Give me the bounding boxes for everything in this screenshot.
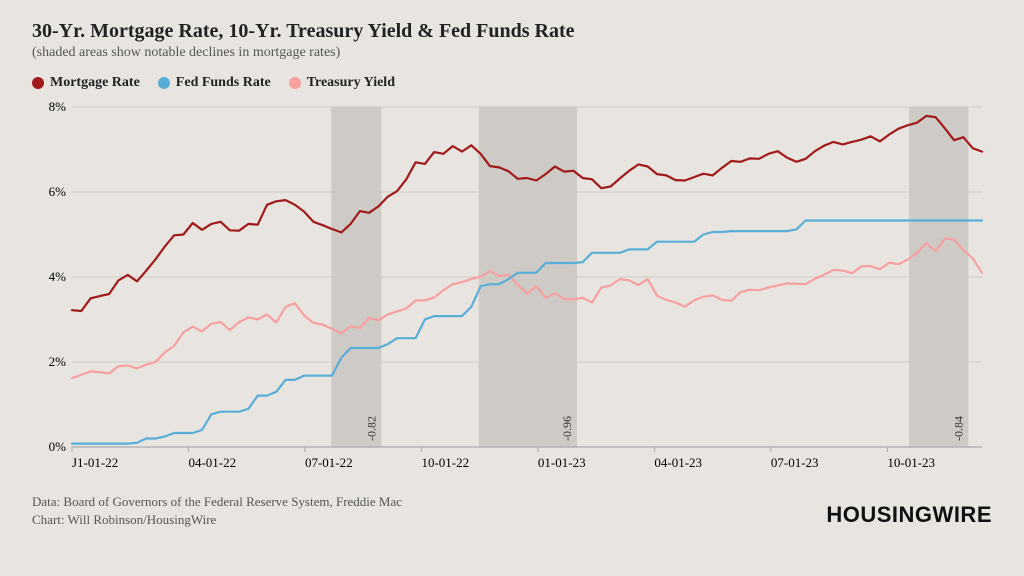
chart-svg: 0% 2% 4% 6% 8% J1-01-22 04-01-22 07-01-22 10-01-…: [32, 97, 992, 487]
brand-logo: HOUSINGWIRE: [826, 502, 992, 528]
x-tick-label: 04-01-22: [188, 455, 236, 470]
y-tick-label: 4%: [49, 269, 67, 284]
x-tick-label: 10-01-22: [421, 455, 469, 470]
y-tick-label: 8%: [49, 99, 67, 114]
shaded-label: -0.84: [951, 416, 965, 441]
legend: Mortgage Rate Fed Funds Rate Treasury Yi…: [32, 75, 992, 91]
legend-dot-mortgage: [32, 77, 44, 89]
y-tick-label: 2%: [49, 354, 67, 369]
shaded-label: -0.96: [560, 416, 574, 441]
data-source: Data: Board of Governors of the Federal …: [32, 493, 402, 511]
x-tick-label: 01-01-23: [538, 455, 586, 470]
shaded-label: -0.82: [364, 416, 378, 441]
legend-item-fedfunds: Fed Funds Rate: [158, 75, 271, 91]
x-tick-label: 07-01-23: [771, 455, 819, 470]
legend-item-mortgage: Mortgage Rate: [32, 75, 140, 91]
x-tick-label: 10-01-23: [887, 455, 935, 470]
chart-credit: Chart: Will Robinson/HousingWire: [32, 511, 402, 529]
legend-label-treasury: Treasury Yield: [307, 75, 395, 91]
legend-item-treasury: Treasury Yield: [289, 75, 395, 91]
y-tick-label: 0%: [49, 439, 67, 454]
legend-label-fedfunds: Fed Funds Rate: [176, 75, 271, 91]
x-tick-label: 07-01-22: [305, 455, 353, 470]
x-tick-label: 04-01-23: [654, 455, 702, 470]
chart-title: 30-Yr. Mortgage Rate, 10-Yr. Treasury Yi…: [32, 20, 992, 43]
footer: Data: Board of Governors of the Federal …: [32, 493, 992, 528]
y-tick-label: 6%: [49, 184, 67, 199]
legend-dot-treasury: [289, 77, 301, 89]
plot-area: 0% 2% 4% 6% 8% J1-01-22 04-01-22 07-01-22 10-01-…: [32, 97, 992, 487]
x-tick-label: J1-01-22: [72, 455, 118, 470]
legend-label-mortgage: Mortgage Rate: [50, 75, 140, 91]
legend-dot-fedfunds: [158, 77, 170, 89]
chart-subtitle: (shaded areas show notable declines in m…: [32, 45, 992, 61]
